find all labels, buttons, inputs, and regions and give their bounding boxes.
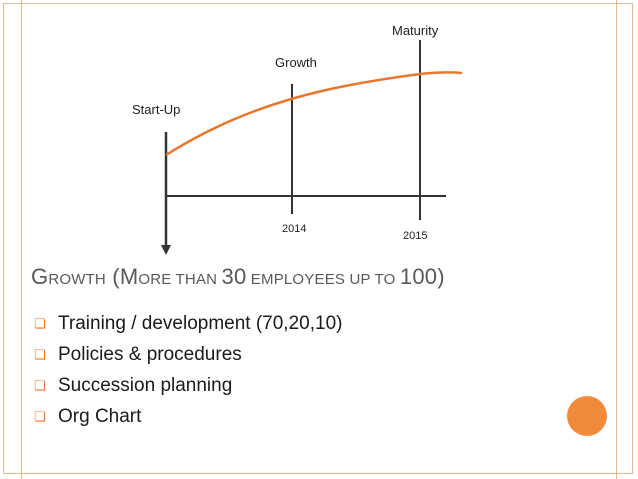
stage-label-growth: Growth — [275, 55, 317, 70]
heading-paren-open: ( — [105, 264, 120, 289]
heading-word-cap: M — [119, 264, 139, 289]
frame-right-rule — [616, 0, 617, 479]
bullet-list: ❏ Training / development (70,20,10) ❏ Po… — [34, 308, 342, 432]
list-item: ❏ Training / development (70,20,10) — [34, 308, 342, 339]
slide-frame — [3, 3, 633, 474]
hollow-square-bullet-icon: ❏ — [34, 347, 46, 362]
list-item: ❏ Policies & procedures — [34, 339, 342, 370]
year-label-2015: 2015 — [403, 230, 427, 242]
bullet-text: Policies & procedures — [58, 343, 242, 365]
hollow-square-bullet-icon: ❏ — [34, 378, 46, 393]
heading-number: 30 — [221, 264, 247, 289]
decorative-orange-circle — [567, 396, 607, 436]
section-heading: GROWTH (MORE THAN 30 EMPLOYEES UP TO 100… — [31, 262, 611, 295]
bullet-text: Org Chart — [58, 405, 142, 427]
hollow-square-bullet-icon: ❏ — [34, 316, 46, 331]
heading-paren-close: ) — [437, 264, 445, 289]
stage-label-start-up: Start-Up — [132, 102, 180, 117]
lifecycle-diagram: Start-Up Growth Maturity 2014 2015 — [132, 23, 463, 255]
year-label-2014: 2014 — [282, 223, 306, 235]
heading-word-rest: EMPLOYEES UP TO — [246, 271, 400, 288]
heading-word-rest: ROWTH — [48, 271, 106, 288]
hollow-square-bullet-icon: ❏ — [34, 409, 46, 424]
heading-number: 100 — [399, 264, 438, 289]
heading-word-cap: G — [31, 264, 49, 289]
list-item: ❏ Org Chart — [34, 401, 342, 432]
bullet-text: Succession planning — [58, 374, 233, 396]
list-item: ❏ Succession planning — [34, 370, 342, 401]
bullet-text: Training / development (70,20,10) — [58, 312, 343, 334]
stage-label-maturity: Maturity — [392, 23, 439, 38]
heading-word-rest: ORE THAN — [138, 271, 222, 288]
frame-left-rule — [21, 0, 22, 479]
growth-curve — [165, 71, 463, 157]
